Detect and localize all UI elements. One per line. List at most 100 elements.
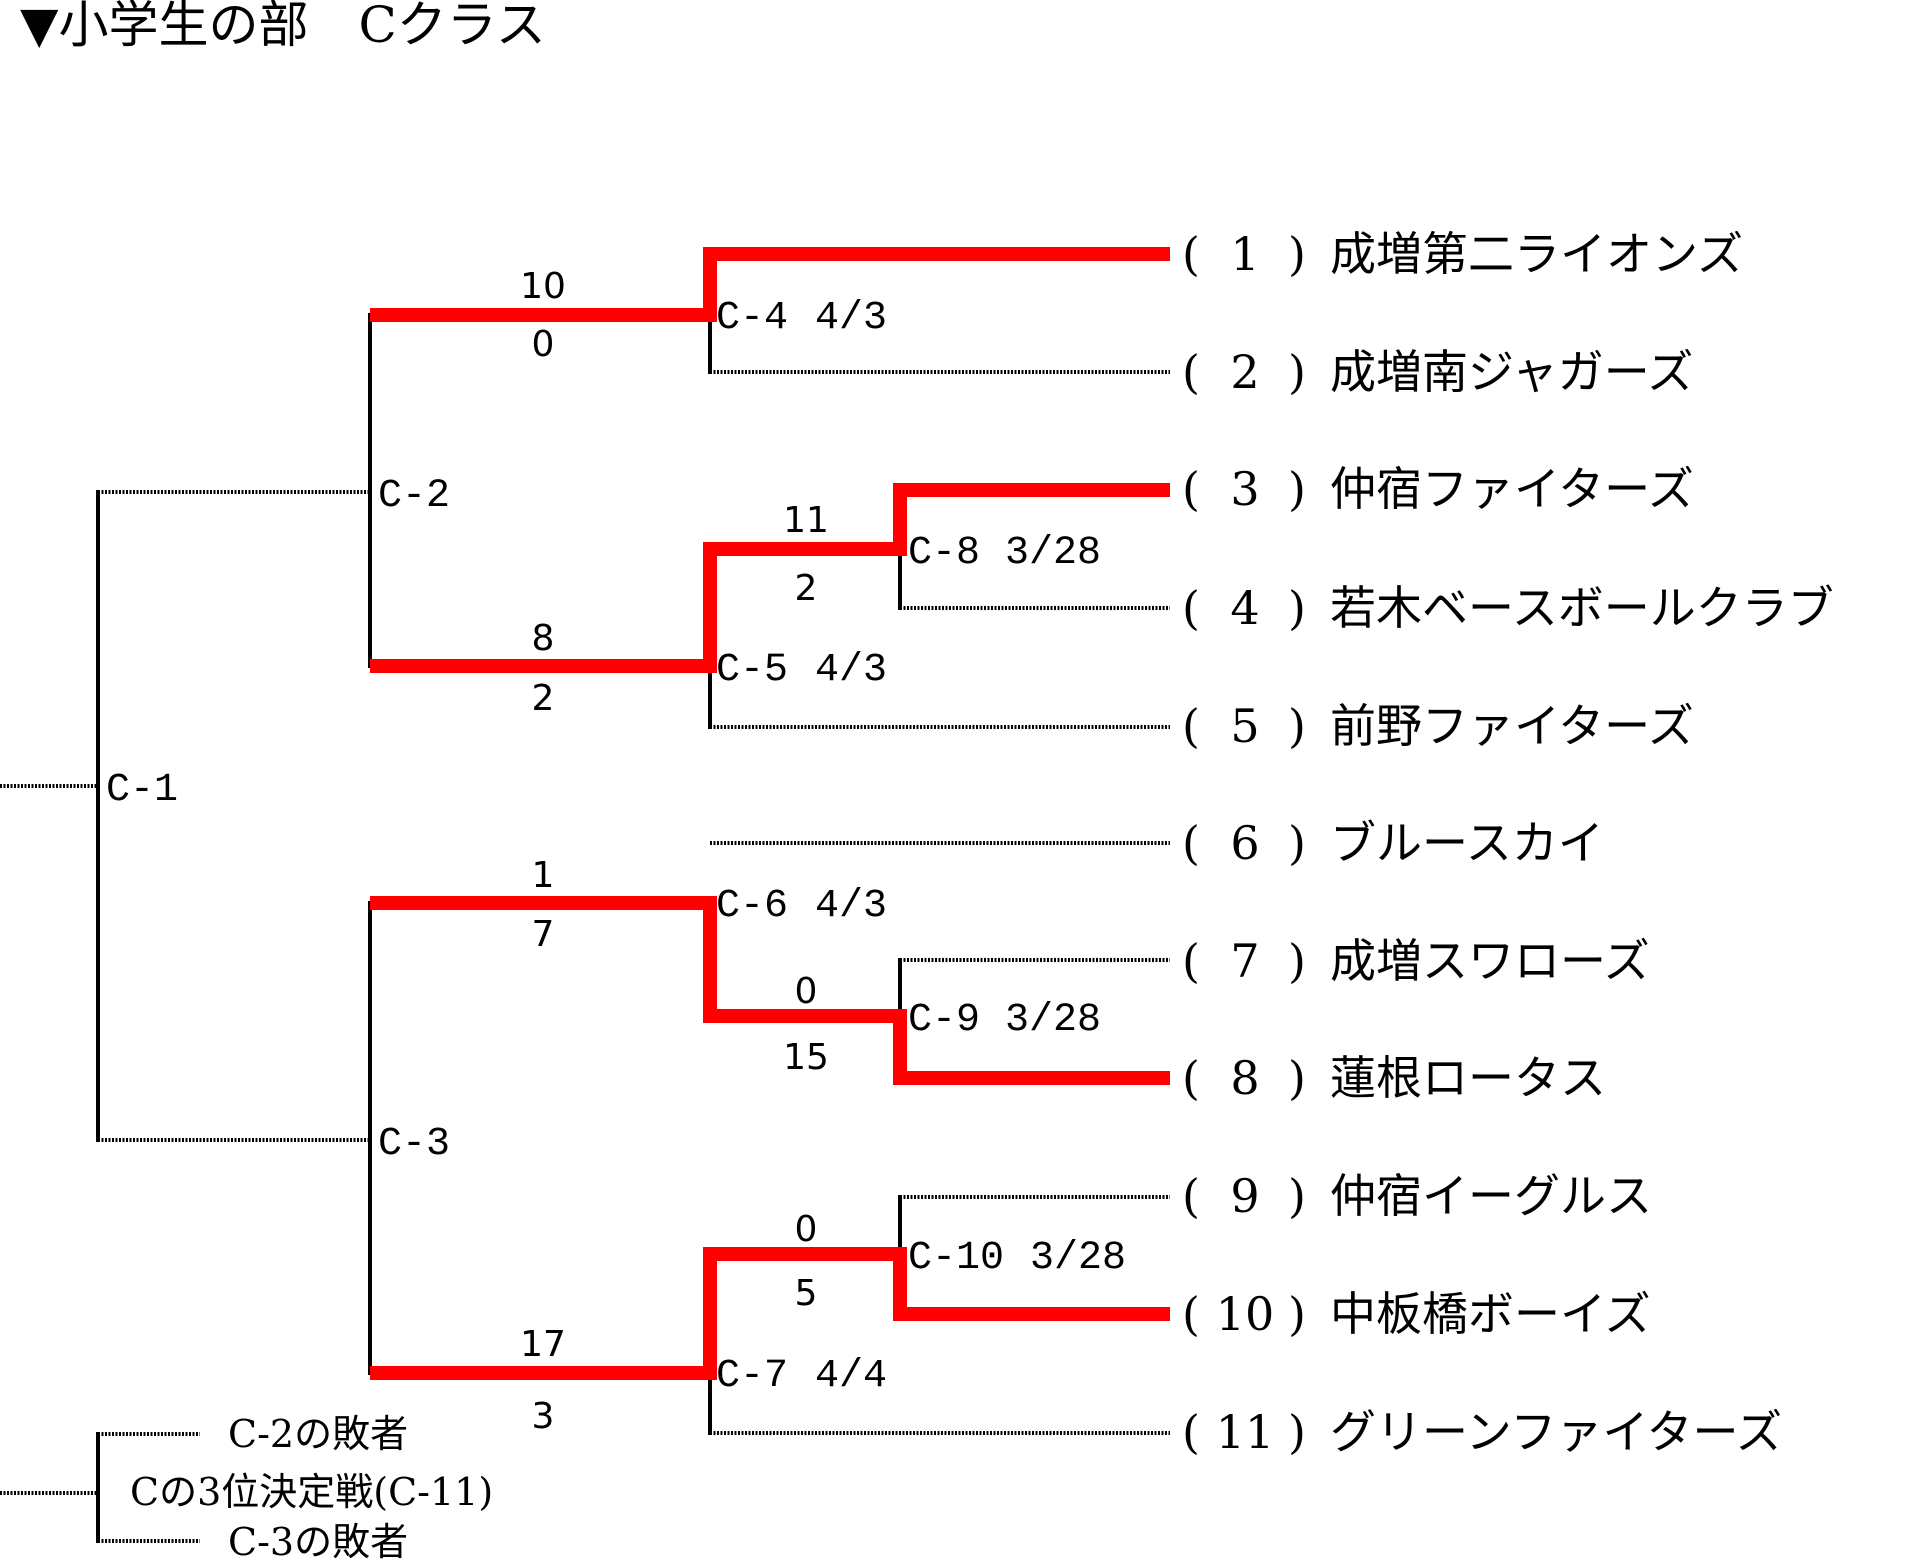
score-c3-bottom: 7 <box>532 914 555 955</box>
match-label-c7: C-7 <box>716 1354 788 1399</box>
page-title: ▼小学生の部 Cクラス <box>20 0 546 54</box>
team-name: グリーンファイターズ <box>1330 1405 1782 1459</box>
team-name: 前野ファイターズ <box>1330 699 1694 753</box>
svg-text:): ) <box>1288 1405 1306 1459</box>
svg-text:): ) <box>1288 581 1306 635</box>
team-entry: ( 7 ) 成増スワローズ <box>1182 934 1650 988</box>
team-name: 仲宿イーグルス <box>1330 1169 1652 1223</box>
bracket-lines-dotted <box>0 370 1170 1543</box>
team-list: ( 1 ) 成増第二ライオンズ ( 2 ) 成増南ジャガーズ ( 3 ) 仲宿フ… <box>1182 227 1834 1459</box>
match-date-c8: 3/28 <box>1005 531 1101 576</box>
team-entry: ( 5 ) 前野ファイターズ <box>1182 699 1694 753</box>
score-c8-top: 11 <box>783 500 829 541</box>
match-label-c2: C-2 <box>378 474 450 519</box>
third-place-title: Cの3位決定戦(C-11) <box>130 1470 493 1514</box>
svg-text:(: ( <box>1182 1287 1200 1341</box>
match-date-c7: 4/4 <box>815 1354 887 1399</box>
team-seed: 8 <box>1230 1051 1259 1105</box>
svg-text:(: ( <box>1182 1051 1200 1105</box>
team-name: 仲宿ファイターズ <box>1330 462 1694 516</box>
score-c2-top: 10 <box>520 266 566 307</box>
match-label-c4: C-4 <box>716 296 788 341</box>
team-entry: ( 8 ) 蓮根ロータス <box>1182 1051 1606 1105</box>
winner-path-team-1 <box>370 247 1170 322</box>
score-c2b-bottom: 2 <box>532 678 555 719</box>
winner-path-team-3 <box>370 483 1170 673</box>
score-c2b-top: 8 <box>532 618 555 659</box>
svg-text:): ) <box>1288 462 1306 516</box>
third-place-bottom: C-3の敗者 <box>228 1520 408 1564</box>
svg-text:(: ( <box>1182 345 1200 399</box>
team-seed: 10 <box>1216 1287 1275 1341</box>
team-entry: ( 3 ) 仲宿ファイターズ <box>1182 462 1694 516</box>
match-label-c5: C-5 <box>716 648 788 693</box>
team-seed: 2 <box>1230 345 1259 399</box>
winning-paths <box>370 247 1170 1380</box>
score-c3b-bottom: 3 <box>532 1396 555 1437</box>
svg-text:): ) <box>1288 1169 1306 1223</box>
team-name: ブルースカイ <box>1330 816 1604 870</box>
team-seed: 9 <box>1230 1169 1259 1223</box>
svg-text:(: ( <box>1182 816 1200 870</box>
team-seed: 5 <box>1230 699 1259 753</box>
team-seed: 4 <box>1230 581 1259 635</box>
score-c8-bottom: 2 <box>795 568 818 609</box>
match-date-c6: 4/3 <box>815 884 887 929</box>
svg-text:): ) <box>1288 227 1306 281</box>
match-label-c6: C-6 <box>716 884 788 929</box>
score-c3-top: 1 <box>532 855 555 896</box>
score-c9-bottom: 15 <box>783 1037 829 1078</box>
svg-text:): ) <box>1288 699 1306 753</box>
team-seed: 3 <box>1230 462 1259 516</box>
team-entry: ( 11 ) グリーンファイターズ <box>1182 1405 1782 1459</box>
score-c9-top: 0 <box>795 971 818 1012</box>
match-date-c4: 4/3 <box>815 296 887 341</box>
svg-text:(: ( <box>1182 227 1200 281</box>
winner-path-team-8 <box>370 896 1170 1085</box>
team-entry: ( 10 ) 中板橋ボーイズ <box>1182 1287 1651 1341</box>
score-c2-bottom: 0 <box>532 324 555 365</box>
winner-path-team-10 <box>370 1247 1170 1380</box>
team-entry: ( 6 ) ブルースカイ <box>1182 816 1604 870</box>
svg-text:): ) <box>1288 934 1306 988</box>
team-name: 成増スワローズ <box>1330 934 1650 988</box>
score-c10-bottom: 5 <box>795 1273 818 1314</box>
svg-text:): ) <box>1288 1051 1306 1105</box>
bracket-lines-vertical <box>96 313 902 1543</box>
svg-text:(: ( <box>1182 1405 1200 1459</box>
third-place-top: C-2の敗者 <box>228 1412 408 1456</box>
team-entry: ( 1 ) 成増第二ライオンズ <box>1182 227 1743 281</box>
svg-text:): ) <box>1288 816 1306 870</box>
svg-text:(: ( <box>1182 581 1200 635</box>
team-name: 成増第二ライオンズ <box>1330 227 1743 281</box>
score-c3b-top: 17 <box>520 1324 566 1365</box>
match-label-c1: C-1 <box>106 768 178 813</box>
team-name: 蓮根ロータス <box>1330 1051 1606 1105</box>
svg-text:(: ( <box>1182 699 1200 753</box>
match-labels: C-1 C-2 C-3 C-4 4/3 C-5 4/3 C-6 4/3 C-7 … <box>106 296 1126 1399</box>
team-seed: 1 <box>1230 227 1259 281</box>
team-name: 若木ベースボールクラブ <box>1330 581 1834 635</box>
match-label-c3: C-3 <box>378 1122 450 1167</box>
team-seed: 7 <box>1230 934 1259 988</box>
svg-text:(: ( <box>1182 1169 1200 1223</box>
svg-text:(: ( <box>1182 462 1200 516</box>
team-entry: ( 9 ) 仲宿イーグルス <box>1182 1169 1652 1223</box>
match-label-c8: C-8 <box>908 531 980 576</box>
team-name: 中板橋ボーイズ <box>1330 1287 1651 1341</box>
match-label-c10: C-10 <box>908 1236 1004 1281</box>
match-label-c9: C-9 <box>908 998 980 1043</box>
team-entry: ( 4 ) 若木ベースボールクラブ <box>1182 581 1834 635</box>
match-date-c5: 4/3 <box>815 648 887 693</box>
scores: 10 0 11 2 8 2 1 7 0 15 0 5 17 3 <box>520 266 829 1437</box>
team-entry: ( 2 ) 成増南ジャガーズ <box>1182 345 1693 399</box>
match-date-c9: 3/28 <box>1005 998 1101 1043</box>
team-seed: 6 <box>1230 816 1259 870</box>
team-name: 成増南ジャガーズ <box>1330 345 1693 399</box>
match-date-c10: 3/28 <box>1030 1236 1126 1281</box>
team-seed: 11 <box>1216 1405 1275 1459</box>
third-place-match: C-2の敗者 Cの3位決定戦(C-11) C-3の敗者 <box>130 1412 493 1564</box>
svg-text:): ) <box>1288 345 1306 399</box>
svg-text:): ) <box>1288 1287 1306 1341</box>
